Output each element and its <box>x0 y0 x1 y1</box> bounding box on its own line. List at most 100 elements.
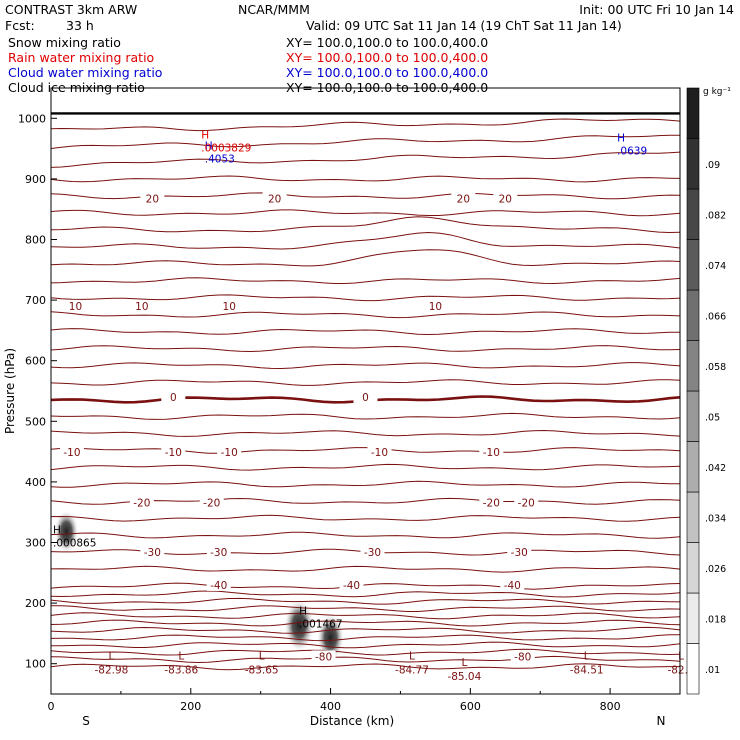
colorbar-unit: g kg⁻¹ <box>703 87 731 97</box>
snow-blob-1 <box>316 613 345 662</box>
colorbar-tick-label: .082 <box>705 210 726 221</box>
isotherm-line <box>51 277 680 285</box>
maximum-marker: H <box>205 140 213 152</box>
maximum-value: .4053 <box>205 153 235 165</box>
contour-label: 10 <box>135 301 148 313</box>
isotherm-line <box>51 463 680 471</box>
maximum-value: .0639 <box>617 146 647 158</box>
isotherm-line <box>51 151 680 168</box>
isotherm-line <box>51 379 680 386</box>
direction-south: S <box>82 714 90 728</box>
colorbar-segment <box>686 643 700 695</box>
contour-label-bg <box>217 446 242 459</box>
colorbar-segment <box>686 340 700 392</box>
colorbar-segment <box>686 542 700 594</box>
isotherm-line <box>51 641 680 649</box>
contour-label: -20 <box>483 498 500 510</box>
isotherm-line <box>51 626 680 634</box>
contour-label-bg <box>140 192 165 205</box>
isotherm-line <box>51 565 680 573</box>
minimum-marker: L <box>678 651 684 663</box>
contour-label: -40 <box>343 580 360 592</box>
valid-time: Valid: 09 UTC Sat 11 Jan 14 (19 ChT Sat … <box>306 18 622 33</box>
colorbar-segment <box>686 188 700 240</box>
isotherm-line <box>51 231 680 250</box>
isotherm-line <box>51 311 680 319</box>
colorbar-segment <box>686 592 700 644</box>
contour-label-bg <box>479 446 504 459</box>
minimum-marker: L <box>259 651 265 663</box>
isotherm-line <box>51 249 680 267</box>
isotherm-line <box>51 328 680 336</box>
contour-label: 0 <box>362 392 369 404</box>
contour-label: 20 <box>146 193 159 205</box>
contour-label-bg <box>311 650 336 663</box>
isotherm-line <box>51 447 680 454</box>
contour-label-bg <box>129 496 154 509</box>
y-tick-label: 600 <box>25 355 46 368</box>
init-time: Init: 00 UTC Fri 10 Jan 14 <box>579 2 734 17</box>
field-rain-name: Rain water mixing ratio <box>8 50 155 65</box>
fcst-label: Fcst: <box>5 18 35 33</box>
contour-label-bg <box>500 578 525 591</box>
isotherm-line <box>51 612 680 620</box>
contour-label: -80 <box>514 651 531 663</box>
contour-label-bg <box>367 446 392 459</box>
contour-label: -40 <box>210 580 227 592</box>
contour-label-bg <box>493 192 518 205</box>
minimum-marker: L <box>178 651 184 663</box>
colorbar-segment <box>686 239 700 291</box>
contour-label-bg <box>353 391 378 404</box>
contour-label-bg <box>479 496 504 509</box>
contour-label: 10 <box>223 301 236 313</box>
isotherm-line <box>51 216 680 234</box>
y-tick-label: 300 <box>25 537 46 550</box>
contour-label-bg <box>206 546 231 559</box>
isotherm-line <box>51 514 680 522</box>
contour-label-bg <box>161 391 186 404</box>
maximum-marker: H <box>299 605 307 617</box>
contour-label-bg <box>507 546 532 559</box>
colorbar-tick-label: .018 <box>705 614 726 625</box>
isotherm-line <box>51 605 680 612</box>
contour-label-bg <box>199 496 224 509</box>
contour-label-bg <box>140 546 165 559</box>
minimum-marker: L <box>584 651 590 663</box>
colorbar-tick-label: .026 <box>705 564 726 575</box>
x-tick-label: 0 <box>48 700 55 713</box>
minimum-value: -83.86 <box>164 665 198 677</box>
field-cloudwater-xy: XY= 100.0,100.0 to 100.0,400.0 <box>286 65 489 80</box>
colorbar-segment <box>686 390 700 442</box>
colorbar-segment <box>686 87 700 139</box>
y-tick-label: 200 <box>25 597 46 610</box>
isotherm-line <box>51 209 680 217</box>
x-axis-title: Distance (km) <box>310 714 394 728</box>
x-tick-label: 200 <box>180 700 201 713</box>
minimum-value: -84.77 <box>395 665 429 677</box>
isotherm-line <box>51 429 680 437</box>
contour-label-bg <box>206 578 231 591</box>
field-snow-name: Snow mixing ratio <box>8 35 121 50</box>
contour-label-bg <box>59 446 84 459</box>
isotherm-line <box>51 480 680 488</box>
isotherm-line <box>51 582 680 590</box>
field-cloudwater-name: Cloud water mixing ratio <box>8 65 163 80</box>
contour-label: -10 <box>63 447 80 459</box>
colorbar-segment <box>686 491 700 543</box>
minimum-value: -85.04 <box>447 671 481 683</box>
colorbar-segment <box>686 289 700 341</box>
contour-label: 20 <box>268 193 281 205</box>
isotherm-line <box>51 362 680 370</box>
contour-label-bg <box>423 300 448 313</box>
y-tick-label: 100 <box>25 658 46 671</box>
contour-label-bg <box>360 546 385 559</box>
isotherm-line <box>51 634 680 642</box>
isotherm-line <box>51 619 680 627</box>
isotherm-line <box>51 294 680 302</box>
maximum-value: .0003829 <box>201 143 251 155</box>
contour-label: -10 <box>165 447 182 459</box>
isotherm-line <box>51 531 680 539</box>
y-tick-label: 800 <box>25 234 46 247</box>
colorbar-tick-label: .01 <box>705 665 720 676</box>
x-tick-label: 600 <box>460 700 481 713</box>
